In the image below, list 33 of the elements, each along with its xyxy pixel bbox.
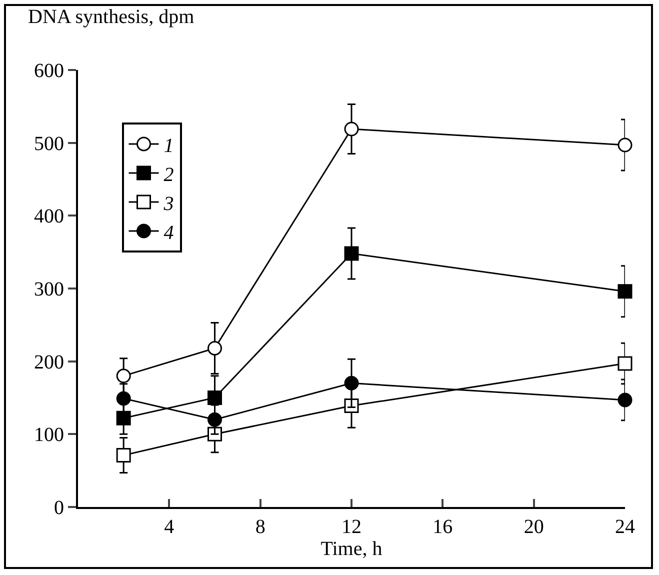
point (116, 391, 131, 406)
point (116, 448, 131, 463)
y-tick-label: 100 (34, 424, 64, 446)
legend-label: 4 (164, 222, 174, 244)
point (208, 412, 222, 427)
point (618, 392, 632, 408)
x-tick-label: 8 (255, 516, 266, 538)
y-axis-title: DNA synthesis, dpm (28, 6, 195, 28)
legend-label: 2 (164, 164, 174, 186)
point (344, 122, 359, 136)
x-tick-label: 16 (432, 516, 453, 538)
legend-label: 3 (162, 192, 174, 215)
x-tick-label: 24 (615, 516, 635, 538)
point (116, 368, 131, 384)
point (344, 376, 359, 390)
y-tick-label: 600 (34, 60, 64, 82)
x-tick-label: 20 (524, 516, 544, 538)
point (618, 138, 632, 152)
point (208, 340, 222, 356)
x-tick-label: 12 (342, 516, 362, 538)
point (344, 246, 359, 261)
y-tick-label: 500 (34, 132, 64, 155)
point (618, 356, 632, 371)
x-axis-title: Time, h (320, 538, 382, 560)
point (618, 284, 632, 299)
point (208, 390, 222, 405)
x-tick-label: 4 (164, 516, 174, 538)
y-tick-label: 400 (34, 206, 64, 228)
legend-label: 1 (164, 134, 174, 157)
y-tick-label: 200 (34, 351, 64, 374)
y-tick-label: 0 (54, 497, 64, 519)
y-tick-label: 300 (34, 278, 64, 300)
point (116, 410, 131, 426)
